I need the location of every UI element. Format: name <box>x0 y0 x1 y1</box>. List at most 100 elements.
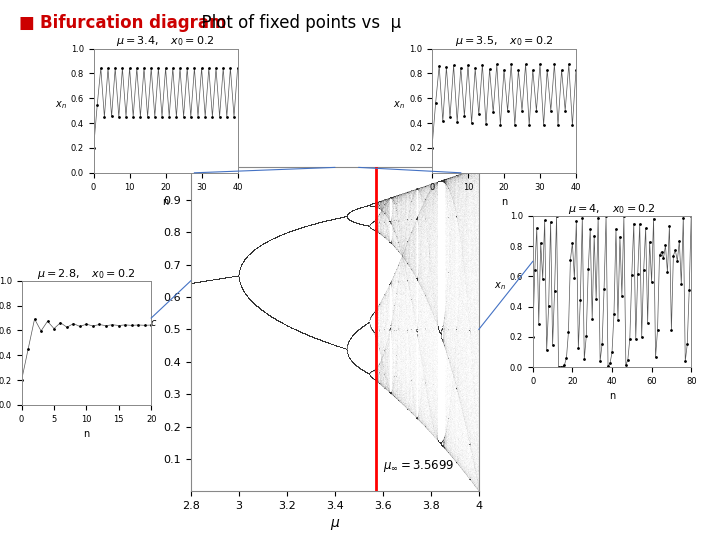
Point <box>428 188 440 197</box>
Point <box>282 228 294 237</box>
Point <box>259 308 271 316</box>
Point <box>438 443 449 452</box>
Point <box>458 171 469 180</box>
Point <box>330 341 342 350</box>
Point <box>243 250 255 259</box>
Point <box>211 274 222 283</box>
Point <box>366 373 377 382</box>
Point <box>410 185 421 194</box>
Point <box>436 325 447 334</box>
Point <box>251 302 263 310</box>
Point <box>272 316 284 325</box>
Point <box>311 219 323 227</box>
Point <box>332 342 343 350</box>
Point <box>351 327 362 335</box>
Point <box>457 168 469 177</box>
Point <box>327 340 338 349</box>
Point <box>320 216 332 225</box>
Point <box>342 209 354 218</box>
Point <box>299 222 310 231</box>
Point <box>310 219 321 228</box>
Point <box>269 233 281 241</box>
Point <box>435 438 446 447</box>
Point <box>197 277 208 286</box>
Point <box>210 275 221 284</box>
Point <box>367 202 379 211</box>
Point <box>386 234 397 242</box>
Point <box>297 223 308 232</box>
Point <box>196 277 207 286</box>
Point <box>292 326 303 335</box>
Point <box>386 316 397 325</box>
Point <box>252 242 264 251</box>
Point <box>314 335 325 344</box>
Point <box>218 273 230 282</box>
Point <box>284 227 296 235</box>
Point <box>248 245 260 254</box>
Point <box>356 366 368 374</box>
Point <box>366 367 377 375</box>
Point <box>300 330 312 339</box>
Point <box>446 355 457 364</box>
Point <box>415 190 427 198</box>
Point <box>213 274 225 283</box>
Point <box>465 400 477 408</box>
Point <box>323 339 335 347</box>
Point <box>309 333 320 342</box>
Point <box>391 193 402 202</box>
Point <box>284 322 295 330</box>
Point <box>327 215 338 224</box>
Point <box>423 237 435 246</box>
Point <box>448 292 459 300</box>
Point <box>453 458 464 467</box>
Point <box>464 326 475 335</box>
Point <box>279 320 290 328</box>
Point <box>340 344 351 353</box>
Point <box>272 316 284 325</box>
Point <box>420 293 431 302</box>
Point <box>330 214 341 222</box>
Point <box>434 177 446 185</box>
Point <box>189 278 201 287</box>
Point <box>295 328 307 336</box>
Point <box>419 248 431 256</box>
Point <box>194 277 205 286</box>
Point <box>300 221 312 230</box>
Point <box>442 413 454 422</box>
Point <box>323 215 335 224</box>
Point <box>260 308 271 317</box>
Point <box>215 274 226 282</box>
Point <box>458 185 469 193</box>
Point <box>291 326 302 334</box>
Point <box>232 271 243 280</box>
Point <box>359 201 371 210</box>
Point <box>400 202 412 211</box>
Point <box>384 279 396 288</box>
Point <box>429 187 441 196</box>
Point <box>403 267 415 276</box>
Point <box>243 251 254 259</box>
Point <box>285 323 297 332</box>
Point <box>271 315 282 324</box>
Point <box>200 276 212 285</box>
Point <box>402 254 414 262</box>
Point <box>312 335 324 343</box>
Point <box>194 277 206 286</box>
Point <box>212 274 224 283</box>
Point <box>274 231 285 240</box>
Point <box>448 421 459 429</box>
Point <box>359 367 370 375</box>
Point <box>338 343 350 352</box>
Point <box>262 237 274 245</box>
Point <box>393 305 405 313</box>
Point <box>463 200 474 209</box>
Point <box>390 331 401 340</box>
Point <box>457 210 469 219</box>
Point <box>325 339 337 348</box>
Point <box>445 357 456 366</box>
Point <box>227 272 238 281</box>
Point <box>449 216 460 225</box>
Point <box>200 276 212 285</box>
Point <box>249 300 261 308</box>
Point <box>226 272 238 281</box>
